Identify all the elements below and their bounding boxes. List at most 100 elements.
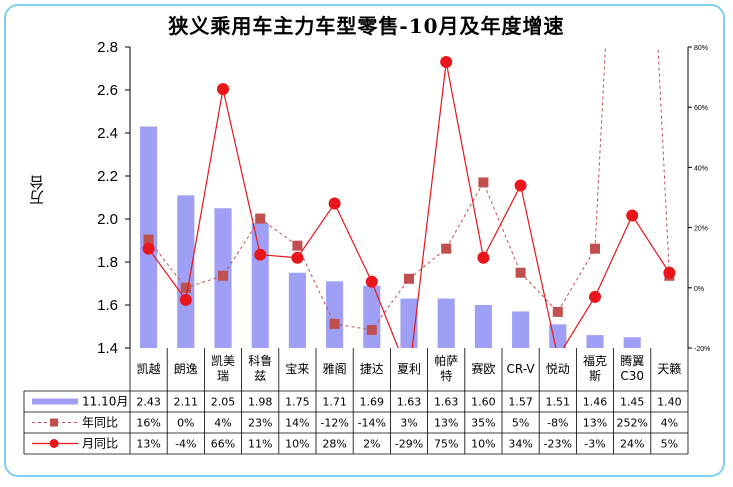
- table-cell: -12%: [320, 417, 348, 430]
- x-tick-label: 凯美: [211, 354, 235, 368]
- point-mom: [328, 197, 341, 210]
- bar: [251, 223, 269, 348]
- bar: [177, 195, 195, 348]
- bar: [512, 311, 530, 348]
- table-cell: 3%: [400, 417, 417, 430]
- table-cell: 1.60: [471, 396, 496, 409]
- table-cell: 2.05: [211, 396, 236, 409]
- point-mom: [179, 293, 192, 306]
- table-cell: -8%: [547, 417, 568, 430]
- table-cell: -29%: [395, 438, 423, 451]
- bar: [623, 337, 641, 348]
- point-yoy: [515, 267, 526, 278]
- table-cell: 5%: [661, 438, 678, 451]
- point-yoy: [255, 213, 266, 224]
- table-cell: 13%: [434, 417, 458, 430]
- table-cell: 13%: [583, 417, 607, 430]
- table-cell: 252%: [616, 417, 647, 430]
- table-cell: 1.71: [322, 396, 347, 409]
- point-yoy: [143, 234, 154, 245]
- x-tick-label: 腾翼: [620, 353, 644, 368]
- point-mom: [291, 251, 304, 264]
- x-tick-label: 捷达: [360, 362, 384, 376]
- y2-tick-label: 0%: [694, 286, 704, 293]
- table-cell: -3%: [584, 438, 605, 451]
- table-cell: 1.40: [657, 396, 682, 409]
- bar: [363, 285, 381, 348]
- point-yoy: [404, 273, 414, 284]
- x-tick-label: 帕萨: [434, 353, 458, 368]
- table-cell: 1.45: [620, 396, 645, 409]
- y2-tick-label: -20%: [694, 346, 710, 353]
- table-cell: 1.63: [434, 396, 459, 409]
- point-mom: [514, 179, 527, 192]
- point-mom: [365, 275, 378, 288]
- point-yoy: [180, 282, 191, 293]
- table-cell: 5%: [512, 417, 529, 430]
- table-cell: 23%: [248, 417, 272, 430]
- point-mom: [663, 266, 676, 279]
- table-cell: 4%: [661, 417, 678, 430]
- table-cell: -23%: [544, 438, 572, 451]
- table-cell: 1.46: [583, 396, 608, 409]
- bar: [288, 272, 306, 348]
- table-cell: 0%: [177, 417, 194, 430]
- point-mom: [142, 242, 155, 255]
- table-cell: 1.57: [508, 396, 533, 409]
- series-line-mom: [148, 61, 670, 348]
- legend-swatch-mom-marker: [49, 439, 59, 448]
- bar: [586, 335, 604, 348]
- chart-title: 狭义乘用车主力车型零售-10月及年度增速: [168, 14, 565, 38]
- point-yoy: [590, 243, 600, 254]
- table-cell: 1.69: [360, 396, 385, 409]
- series-line-yoy: [148, 47, 670, 331]
- legend-label-yoy: 年同比: [82, 416, 118, 430]
- y2-tick-label: 60%: [694, 105, 708, 112]
- y-tick-label: 2.6: [97, 82, 118, 99]
- x-tick-label: 凯越: [137, 362, 161, 376]
- legend-label-mom: 月同比: [82, 437, 118, 451]
- y-tick-label: 1.8: [97, 254, 118, 271]
- table-cell: 34%: [508, 438, 532, 451]
- point-mom: [217, 83, 229, 96]
- chart-frame: [4, 4, 725, 477]
- table-cell: 4%: [214, 417, 231, 430]
- table-cell: 75%: [434, 438, 458, 451]
- x-tick-label: 夏利: [397, 362, 421, 376]
- point-yoy: [329, 318, 340, 329]
- x-tick-label: 宝来: [285, 362, 309, 376]
- table-cell: 66%: [211, 438, 235, 451]
- point-yoy: [552, 306, 563, 317]
- table-cell: 11%: [248, 438, 272, 451]
- bar: [326, 281, 344, 348]
- point-mom: [440, 56, 453, 69]
- point-yoy: [292, 240, 303, 251]
- y-tick-label: 1.6: [97, 297, 118, 314]
- point-yoy: [478, 177, 489, 188]
- x-tick-label: 福克: [583, 353, 607, 368]
- table-cell: 35%: [471, 417, 495, 430]
- table-cell: 1.75: [285, 396, 310, 409]
- table-cell: 10%: [285, 438, 309, 451]
- point-mom: [589, 290, 601, 303]
- x-tick-label: 科鲁: [248, 354, 272, 368]
- x-tick-label: 瑞: [217, 369, 229, 383]
- y2-tick-label: 40%: [694, 165, 708, 172]
- x-tick-label: 斯: [589, 369, 601, 383]
- table-cell: 16%: [136, 417, 160, 430]
- bar: [437, 298, 455, 348]
- bar: [474, 305, 492, 348]
- table-cell: 28%: [322, 438, 346, 451]
- x-tick-label: 赛欧: [471, 361, 495, 376]
- point-mom: [477, 251, 490, 264]
- x-tick-label: 朗逸: [174, 362, 198, 376]
- table-cell: 2.43: [136, 396, 161, 409]
- point-yoy: [218, 270, 228, 281]
- table-cell: -14%: [358, 417, 386, 430]
- table-cell: 2.11: [174, 396, 199, 409]
- x-tick-label: 兹: [254, 369, 266, 383]
- x-tick-label: 天籁: [657, 361, 681, 376]
- table-cell: 24%: [620, 438, 644, 451]
- point-yoy: [441, 243, 452, 254]
